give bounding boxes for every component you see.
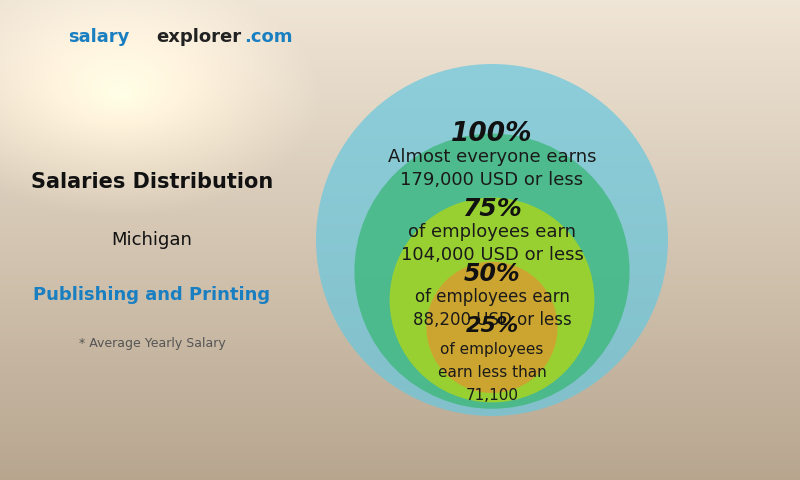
- Text: 100%: 100%: [451, 121, 533, 147]
- Text: of employees: of employees: [440, 342, 544, 357]
- Ellipse shape: [426, 262, 558, 393]
- Text: earn less than: earn less than: [438, 365, 546, 380]
- Text: 71,100: 71,100: [466, 388, 518, 403]
- Text: 104,000 USD or less: 104,000 USD or less: [401, 246, 583, 264]
- Text: explorer: explorer: [156, 28, 241, 46]
- Ellipse shape: [390, 198, 594, 402]
- Text: Michigan: Michigan: [111, 231, 193, 249]
- Text: Salaries Distribution: Salaries Distribution: [31, 172, 273, 192]
- Text: 88,200 USD or less: 88,200 USD or less: [413, 311, 571, 329]
- Text: .com: .com: [244, 28, 293, 46]
- Ellipse shape: [316, 64, 668, 416]
- Text: 75%: 75%: [462, 197, 522, 221]
- Text: * Average Yearly Salary: * Average Yearly Salary: [78, 336, 226, 350]
- Text: of employees earn: of employees earn: [414, 288, 570, 306]
- Text: 50%: 50%: [464, 262, 520, 286]
- Text: Almost everyone earns: Almost everyone earns: [388, 148, 596, 167]
- Text: of employees earn: of employees earn: [408, 223, 576, 241]
- Text: 25%: 25%: [466, 316, 518, 336]
- Text: salary: salary: [68, 28, 130, 46]
- Text: 179,000 USD or less: 179,000 USD or less: [401, 171, 583, 190]
- Ellipse shape: [354, 133, 630, 409]
- Text: Publishing and Printing: Publishing and Printing: [34, 286, 270, 304]
